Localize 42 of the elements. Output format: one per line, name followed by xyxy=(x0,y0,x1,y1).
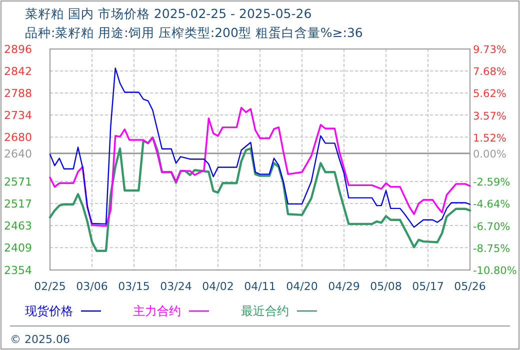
y2-tick-label: -4.64% xyxy=(473,198,510,211)
line-series xyxy=(48,136,472,252)
x-tick-label: 04/29 xyxy=(328,280,360,293)
x-tick-label: 04/02 xyxy=(202,280,234,293)
y2-tick-label: 1.52% xyxy=(473,132,506,144)
chart-title: 菜籽粕 国内 市场价格 2025-02-25 - 2025-05-26 xyxy=(25,6,312,21)
x-tick-label: 04/11 xyxy=(244,280,276,293)
y2-tick-label: -2.59% xyxy=(473,176,510,189)
legend-label: 现货价格 xyxy=(25,304,73,318)
legend-label: 主力合约 xyxy=(133,304,181,318)
y-tick-label: 2788 xyxy=(4,87,32,100)
x-tick-label: 04/20 xyxy=(286,280,318,293)
x-tick-label: 05/26 xyxy=(454,280,486,293)
x-tick-label: 02/25 xyxy=(34,280,66,293)
y2-tick-label: 5.62% xyxy=(473,88,506,100)
x-tick-label: 05/08 xyxy=(370,280,402,293)
x-tick-label: 03/15 xyxy=(118,280,150,293)
y-tick-label: 2571 xyxy=(4,176,32,189)
y2-tick-label: 9.73% xyxy=(473,44,506,56)
y-tick-label: 2842 xyxy=(4,65,32,78)
y-tick-label: 2680 xyxy=(4,131,32,144)
y2-tick-label: 0.00% xyxy=(473,148,506,161)
y2-tick-label: -8.75% xyxy=(473,242,510,255)
y-tick-label: 2463 xyxy=(4,220,32,233)
y-tick-label: 2896 xyxy=(4,43,32,56)
y-tick-label: 2734 xyxy=(4,109,32,122)
x-tick-label: 05/17 xyxy=(412,280,444,293)
x-tick-label: 03/24 xyxy=(160,280,192,293)
x-tick-label: 03/06 xyxy=(76,280,108,293)
y2-tick-label: -10.80% xyxy=(473,265,517,277)
chart-subtitle: 品种:菜籽粕 用途:饲用 压榨类型:200型 粗蛋白含量%≥:36 xyxy=(25,25,363,40)
y2-tick-label: 7.68% xyxy=(473,66,506,78)
y-tick-label: 2640 xyxy=(4,147,32,160)
y-tick-label: 2409 xyxy=(4,242,32,255)
legend-label: 最近合约 xyxy=(241,304,289,318)
y2-tick-label: 3.57% xyxy=(473,110,506,122)
y-tick-label: 2354 xyxy=(4,264,32,277)
line-series xyxy=(49,106,471,227)
text: © 2025.06 xyxy=(10,333,70,346)
line-series xyxy=(49,68,471,228)
y-tick-label: 2517 xyxy=(4,198,32,211)
y2-tick-label: -6.70% xyxy=(473,220,510,233)
